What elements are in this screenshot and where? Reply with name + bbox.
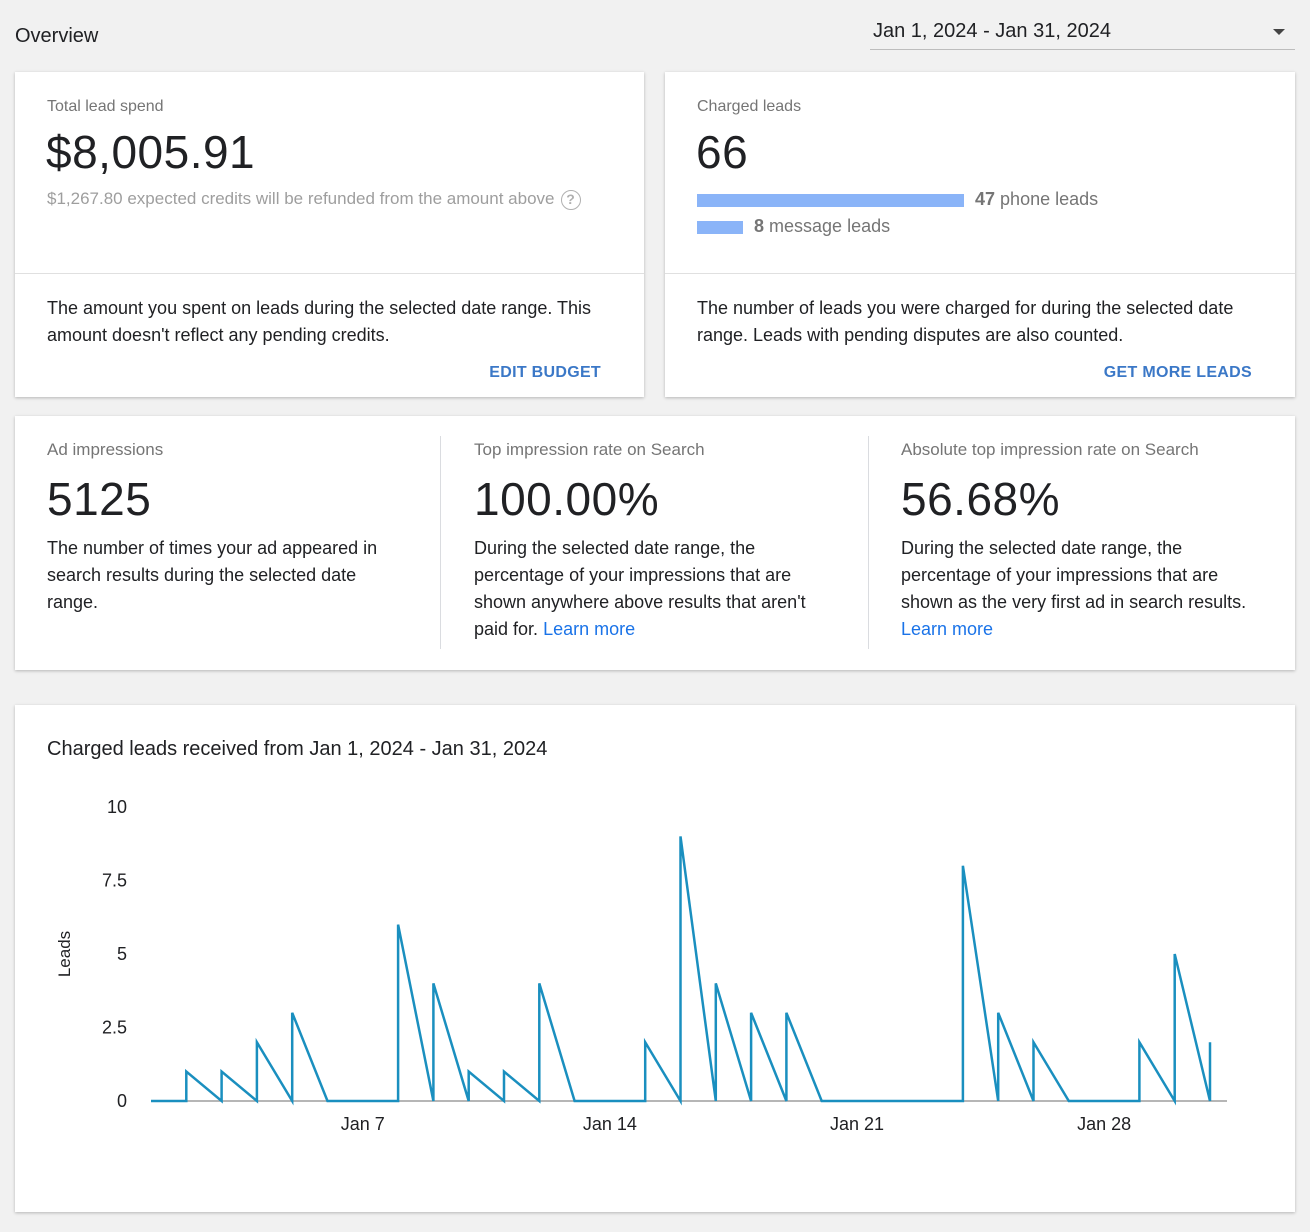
help-icon[interactable]: ? bbox=[560, 189, 581, 210]
leads-series-line bbox=[151, 836, 1212, 1106]
x-tick-label: Jan 7 bbox=[341, 1114, 385, 1134]
chart-title: Charged leads received from Jan 1, 2024 … bbox=[47, 738, 548, 760]
lead-spend-label: Total lead spend bbox=[47, 98, 164, 115]
ad-impressions-value: 5125 bbox=[47, 473, 152, 525]
y-tick-label: 5 bbox=[117, 944, 127, 964]
y-tick-label: 2.5 bbox=[102, 1018, 127, 1038]
absolute-top-value: 56.68% bbox=[901, 473, 1061, 525]
absolute-top-text: During the selected date range, the perc… bbox=[901, 538, 1247, 612]
get-more-leads-button[interactable]: GET MORE LEADS bbox=[1103, 364, 1252, 381]
ad-impressions-description: The number of times your ad appeared in … bbox=[47, 538, 378, 612]
metric-divider bbox=[440, 436, 441, 649]
charged-leads-label: Charged leads bbox=[697, 98, 802, 115]
x-tick-label: Jan 28 bbox=[1077, 1114, 1131, 1134]
top-impression-value: 100.00% bbox=[474, 473, 660, 525]
lead-spend-value: $8,005.91 bbox=[46, 126, 256, 178]
phone-leads-count: 47 bbox=[975, 189, 996, 209]
y-tick-label: 10 bbox=[107, 797, 127, 817]
message-leads-bar bbox=[697, 221, 743, 234]
edit-budget-button[interactable]: EDIT BUDGET bbox=[489, 364, 601, 381]
phone-leads-bar bbox=[697, 194, 964, 207]
charged-leads-card: Charged leads 66 47 phone leads 8 messag… bbox=[665, 72, 1295, 397]
absolute-top-label: Absolute top impression rate on Search bbox=[901, 440, 1199, 459]
ad-impressions-label: Ad impressions bbox=[47, 440, 164, 459]
dropdown-arrow-icon bbox=[1273, 29, 1285, 35]
page-title: Overview bbox=[15, 25, 99, 47]
charged-leads-description: The number of leads you were charged for… bbox=[697, 298, 1234, 345]
top-impression-label: Top impression rate on Search bbox=[474, 440, 705, 459]
message-leads-label: 8 message leads bbox=[754, 216, 890, 237]
lead-spend-card: Total lead spend $8,005.91 $1,267.80 exp… bbox=[15, 72, 644, 397]
message-leads-count: 8 bbox=[754, 216, 765, 236]
charged-leads-summary: Charged leads 66 47 phone leads 8 messag… bbox=[665, 72, 1295, 274]
phone-leads-label: 47 phone leads bbox=[975, 189, 1098, 210]
leads-chart-card: Charged leads received from Jan 1, 2024 … bbox=[15, 705, 1295, 1212]
impressions-card: Ad impressions 5125 The number of times … bbox=[15, 416, 1295, 670]
x-tick-label: Jan 21 bbox=[830, 1114, 884, 1134]
top-impression-description: During the selected date range, the perc… bbox=[474, 535, 834, 643]
y-axis-label: Leads bbox=[55, 931, 74, 977]
lead-spend-description: The amount you spent on leads during the… bbox=[47, 298, 592, 345]
message-leads-text: message leads bbox=[769, 216, 891, 236]
x-tick-label: Jan 14 bbox=[583, 1114, 637, 1134]
date-range-select[interactable]: Jan 1, 2024 - Jan 31, 2024 bbox=[870, 18, 1295, 50]
top-impression-text: During the selected date range, the perc… bbox=[474, 538, 806, 639]
y-tick-label: 7.5 bbox=[102, 871, 127, 891]
learn-more-link[interactable]: Learn more bbox=[543, 619, 636, 639]
lead-spend-summary: Total lead spend $8,005.91 $1,267.80 exp… bbox=[15, 72, 644, 274]
metric-divider bbox=[868, 436, 869, 649]
refund-note: $1,267.80 expected credits will be refun… bbox=[47, 189, 581, 210]
y-tick-label: 0 bbox=[117, 1091, 127, 1111]
learn-more-link[interactable]: Learn more bbox=[901, 619, 994, 639]
charged-leads-value: 66 bbox=[696, 126, 749, 178]
refund-note-text: $1,267.80 expected credits will be refun… bbox=[47, 189, 555, 208]
phone-leads-text: phone leads bbox=[1000, 189, 1099, 209]
date-range-value: Jan 1, 2024 - Jan 31, 2024 bbox=[873, 20, 1111, 42]
absolute-top-description: During the selected date range, the perc… bbox=[901, 535, 1273, 643]
leads-line-chart: 0 2.5 5 7.5 10 Leads Jan 7 Jan 14 Jan 21 Jan 28 bbox=[55, 797, 1227, 1134]
